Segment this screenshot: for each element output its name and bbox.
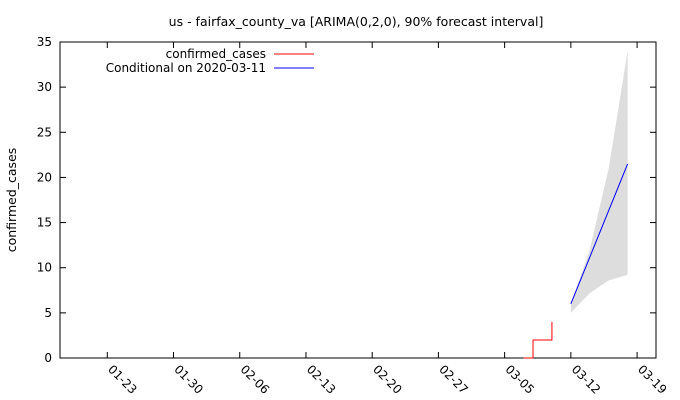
y-tick-label: 5 xyxy=(44,306,52,320)
x-tick-label: 02-27 xyxy=(436,362,471,397)
x-tick-label: 01-23 xyxy=(105,362,140,397)
y-tick-label: 0 xyxy=(44,351,52,365)
y-axis-label: confirmed_cases xyxy=(4,148,19,253)
legend-label-conditional-forecast: Conditional on 2020-03-11 xyxy=(106,61,266,75)
y-tick-label: 10 xyxy=(37,261,52,275)
chart-title: us - fairfax_county_va [ARIMA(0,2,0), 90… xyxy=(169,14,544,29)
forecast-interval-band xyxy=(570,51,628,313)
x-tick-label: 02-20 xyxy=(370,362,405,397)
series-line-confirmed-cases xyxy=(523,321,553,359)
plot-frame xyxy=(59,41,657,359)
y-tick-label: 15 xyxy=(37,216,52,230)
y-tick-label: 30 xyxy=(37,80,52,94)
series-line-conditional-forecast xyxy=(570,163,629,305)
y-tick-label: 20 xyxy=(37,170,52,184)
x-tick-label: 03-12 xyxy=(569,362,604,397)
y-tick-label: 25 xyxy=(37,125,52,139)
x-tick-label: 02-13 xyxy=(304,362,339,397)
legend-label-confirmed-cases: confirmed_cases xyxy=(166,47,266,61)
x-tick-label: 03-19 xyxy=(635,362,670,397)
y-tick-label: 35 xyxy=(37,35,52,49)
x-tick-label: 03-05 xyxy=(503,362,538,397)
x-tick-label: 01-30 xyxy=(171,362,206,397)
x-tick-label: 02-06 xyxy=(238,362,273,397)
